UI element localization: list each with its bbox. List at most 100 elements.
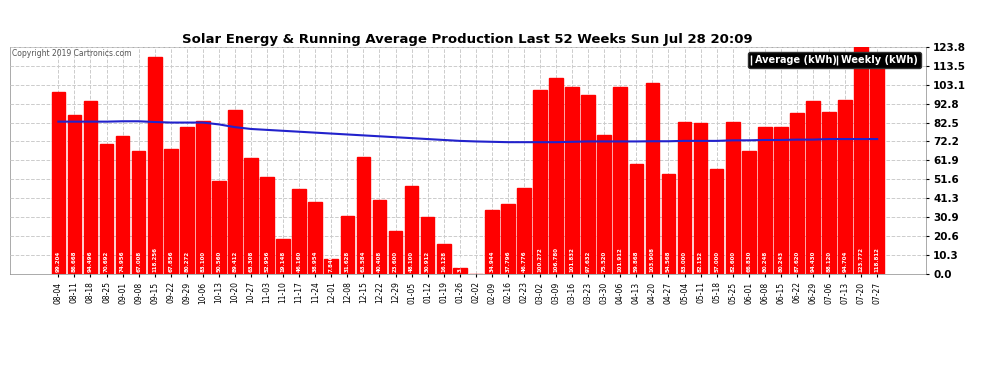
Bar xyxy=(710,169,724,274)
Bar xyxy=(245,158,257,274)
Bar xyxy=(726,122,740,274)
Bar xyxy=(581,95,595,274)
Bar xyxy=(517,188,531,274)
Text: 40.408: 40.408 xyxy=(377,251,382,272)
Bar xyxy=(341,216,354,274)
Bar xyxy=(870,56,884,274)
Text: 16.128: 16.128 xyxy=(442,251,446,272)
Bar xyxy=(67,115,81,274)
Text: 97.632: 97.632 xyxy=(586,251,591,272)
Text: Copyright 2019 Cartronics.com: Copyright 2019 Cartronics.com xyxy=(12,49,132,58)
Text: 123.772: 123.772 xyxy=(858,247,863,272)
Text: 52.956: 52.956 xyxy=(264,251,269,272)
Bar xyxy=(694,123,708,274)
Text: 31.628: 31.628 xyxy=(345,251,349,272)
Bar xyxy=(356,157,370,274)
Bar xyxy=(742,151,755,274)
Text: 70.692: 70.692 xyxy=(104,251,109,272)
Bar xyxy=(549,78,563,274)
Text: 94.704: 94.704 xyxy=(842,251,847,272)
Bar xyxy=(421,217,435,274)
Title: Solar Energy & Running Average Production Last 52 Weeks Sun Jul 28 20:09: Solar Energy & Running Average Productio… xyxy=(182,33,753,46)
Text: 74.956: 74.956 xyxy=(120,251,125,272)
Text: 103.908: 103.908 xyxy=(649,247,655,272)
Bar xyxy=(839,100,852,274)
Bar xyxy=(260,177,274,274)
Bar xyxy=(678,122,691,274)
Bar xyxy=(196,122,210,274)
Text: 87.620: 87.620 xyxy=(794,251,799,272)
Bar xyxy=(630,164,644,274)
Legend: Average (kWh), Weekly (kWh): Average (kWh), Weekly (kWh) xyxy=(748,52,921,68)
Text: 94.496: 94.496 xyxy=(88,251,93,272)
Bar xyxy=(806,101,820,274)
Bar xyxy=(292,189,306,274)
Text: 83.100: 83.100 xyxy=(200,251,205,272)
Bar xyxy=(437,244,450,274)
Text: 63.584: 63.584 xyxy=(361,251,366,272)
Text: 86.668: 86.668 xyxy=(72,251,77,272)
Text: 46.776: 46.776 xyxy=(522,251,527,272)
Text: 75.520: 75.520 xyxy=(602,251,607,272)
Bar xyxy=(164,149,177,274)
Text: 101.912: 101.912 xyxy=(618,247,623,272)
Bar xyxy=(758,127,771,274)
Bar xyxy=(790,113,804,274)
Text: 88.120: 88.120 xyxy=(827,251,832,272)
Bar xyxy=(565,87,579,274)
Text: 101.832: 101.832 xyxy=(569,247,574,272)
Text: 46.160: 46.160 xyxy=(297,251,302,272)
Bar xyxy=(100,144,113,274)
Text: 50.560: 50.560 xyxy=(217,251,222,272)
Text: 83.000: 83.000 xyxy=(682,251,687,272)
Text: 67.008: 67.008 xyxy=(137,251,142,272)
Text: 66.830: 66.830 xyxy=(746,251,751,272)
Text: 80.248: 80.248 xyxy=(762,251,767,272)
Text: 118.256: 118.256 xyxy=(152,247,157,272)
Bar xyxy=(372,200,386,274)
Text: 118.812: 118.812 xyxy=(875,247,880,272)
Bar xyxy=(597,135,611,274)
Bar xyxy=(534,90,546,274)
Text: 23.600: 23.600 xyxy=(393,251,398,272)
Bar xyxy=(405,186,419,274)
Bar xyxy=(132,151,146,274)
Text: 59.868: 59.868 xyxy=(634,251,639,272)
Bar xyxy=(325,260,339,274)
Text: 82.152: 82.152 xyxy=(698,251,703,272)
Bar xyxy=(774,127,788,274)
Bar xyxy=(823,112,836,274)
Text: 7.840: 7.840 xyxy=(329,254,334,272)
Text: 19.148: 19.148 xyxy=(280,251,286,272)
Bar xyxy=(614,87,627,274)
Text: 3.012: 3.012 xyxy=(457,255,462,272)
Bar xyxy=(501,204,515,274)
Bar xyxy=(645,83,659,274)
Text: 106.780: 106.780 xyxy=(553,247,558,272)
Bar xyxy=(854,47,868,274)
Text: 99.204: 99.204 xyxy=(55,251,60,272)
Bar xyxy=(83,100,97,274)
Text: 89.412: 89.412 xyxy=(233,251,238,272)
Text: 100.272: 100.272 xyxy=(538,247,543,272)
Text: 94.430: 94.430 xyxy=(811,251,816,272)
Bar xyxy=(661,174,675,274)
Bar xyxy=(452,268,466,274)
Text: 82.600: 82.600 xyxy=(731,251,736,272)
Bar xyxy=(309,202,322,274)
Bar xyxy=(148,57,161,274)
Text: 34.944: 34.944 xyxy=(489,251,494,272)
Text: 80.272: 80.272 xyxy=(184,251,189,272)
Bar xyxy=(180,127,194,274)
Text: 63.308: 63.308 xyxy=(248,251,253,272)
Bar xyxy=(212,181,226,274)
Bar xyxy=(228,110,242,274)
Text: 67.856: 67.856 xyxy=(168,251,173,272)
Text: 48.100: 48.100 xyxy=(409,251,414,272)
Text: 30.912: 30.912 xyxy=(425,251,430,272)
Bar xyxy=(51,92,65,274)
Text: 38.954: 38.954 xyxy=(313,251,318,272)
Text: 80.243: 80.243 xyxy=(778,251,783,272)
Bar xyxy=(276,238,290,274)
Bar xyxy=(485,210,499,274)
